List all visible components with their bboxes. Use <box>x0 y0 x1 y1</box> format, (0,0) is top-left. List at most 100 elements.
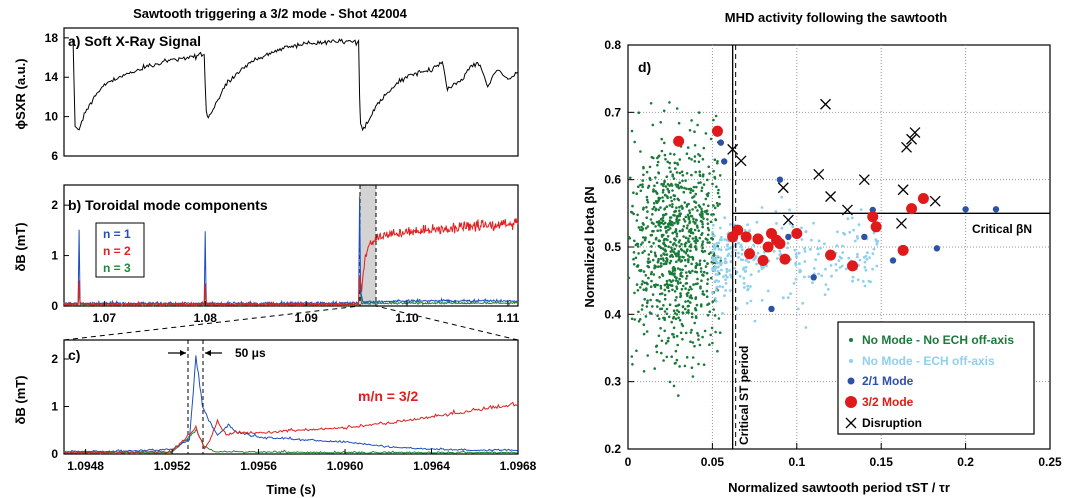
point-no-mode-no-ech <box>694 315 698 318</box>
point-no-mode-no-ech <box>664 342 668 345</box>
point-no-mode-ech <box>714 299 718 303</box>
panel-b-ytick-label: 0 <box>51 299 58 313</box>
panel-c-ytick-label: 2 <box>51 352 58 366</box>
panel-d: d) Critical ST period Critical βN No Mod… <box>582 38 1062 495</box>
point-no-mode-no-ech <box>714 330 717 334</box>
point-no-mode-ech <box>774 210 778 213</box>
point-no-mode-ech <box>749 273 753 277</box>
point-no-mode-no-ech <box>667 228 670 232</box>
point-no-mode-no-ech <box>687 309 690 312</box>
point-disruption <box>929 195 941 207</box>
point-no-mode-no-ech <box>665 262 668 266</box>
point-no-mode-no-ech <box>710 326 714 330</box>
point-no-mode-no-ech <box>706 233 710 237</box>
point-no-mode-no-ech <box>700 189 703 193</box>
point-no-mode-ech <box>826 288 830 291</box>
point-disruption <box>735 155 747 167</box>
point-no-mode-no-ech <box>677 310 681 314</box>
point-no-mode-no-ech <box>641 241 644 244</box>
point-no-mode-no-ech <box>675 215 679 218</box>
point-no-mode-no-ech <box>635 219 639 222</box>
point-no-mode-no-ech <box>695 238 698 242</box>
point-no-mode-ech <box>716 273 720 276</box>
point-no-mode-no-ech <box>674 317 678 321</box>
point-no-mode-no-ech <box>699 270 703 273</box>
point-no-mode-no-ech <box>675 296 678 299</box>
point-no-mode-no-ech <box>675 358 679 362</box>
point-no-mode-no-ech <box>686 299 690 303</box>
point-no-mode-no-ech <box>674 279 678 282</box>
point-no-mode-no-ech <box>678 318 682 322</box>
point-no-mode-no-ech <box>668 161 672 165</box>
point-no-mode-no-ech <box>660 137 663 141</box>
point-no-mode-no-ech <box>677 394 680 397</box>
point-no-mode-ech <box>875 264 879 268</box>
point-no-mode-no-ech <box>664 157 667 161</box>
point-no-mode-no-ech <box>693 321 696 325</box>
point-disruption <box>813 168 825 180</box>
point-no-mode-no-ech <box>699 219 703 223</box>
point-no-mode-no-ech <box>646 282 649 286</box>
point-no-mode-no-ech <box>687 311 690 314</box>
legend-marker-32 <box>845 396 857 408</box>
point-no-mode-ech <box>863 260 867 264</box>
point-no-mode-no-ech <box>706 282 709 286</box>
point-no-mode-no-ech <box>691 258 695 261</box>
point-no-mode-no-ech <box>663 329 666 333</box>
point-no-mode-no-ech <box>685 203 689 206</box>
panel-b: b) Toroidal mode components n = 1 n = 2 … <box>13 184 520 325</box>
point-no-mode-ech <box>749 285 752 288</box>
point-no-mode-no-ech <box>668 166 671 170</box>
point-32-mode <box>897 244 909 256</box>
point-no-mode-ech <box>742 282 746 285</box>
panel-c-xtick-label: 1.0964 <box>413 459 450 473</box>
point-no-mode-ech <box>776 257 779 260</box>
point-no-mode-no-ech <box>684 179 687 182</box>
panel-b-ylabel: δB (mT) <box>13 222 28 271</box>
point-no-mode-ech <box>861 280 865 283</box>
point-no-mode-no-ech <box>662 222 665 226</box>
point-no-mode-no-ech <box>657 198 661 202</box>
panel-d-xtick-label: 0 <box>625 455 632 469</box>
point-no-mode-no-ech <box>686 258 690 261</box>
point-no-mode-no-ech <box>651 293 655 296</box>
point-no-mode-no-ech <box>698 154 702 158</box>
left-figure-title: Sawtooth triggering a 3/2 mode - Shot 42… <box>133 6 408 21</box>
point-no-mode-no-ech <box>700 210 704 213</box>
point-no-mode-no-ech <box>643 238 647 242</box>
point-no-mode-no-ech <box>673 221 676 225</box>
point-no-mode-no-ech <box>654 253 657 257</box>
point-no-mode-ech <box>755 220 759 224</box>
point-no-mode-no-ech <box>682 235 685 238</box>
point-disruption <box>727 143 739 155</box>
point-21-mode <box>933 245 941 252</box>
point-no-mode-no-ech <box>644 274 648 277</box>
legend-n3: n = 3 <box>103 261 131 275</box>
point-no-mode-no-ech <box>654 283 658 287</box>
point-no-mode-no-ech <box>665 231 668 234</box>
point-no-mode-no-ech <box>695 303 699 307</box>
point-no-mode-no-ech <box>703 210 706 213</box>
point-no-mode-no-ech <box>670 284 673 287</box>
point-no-mode-ech <box>720 235 723 239</box>
legend-marker-disruption <box>845 417 857 429</box>
point-no-mode-no-ech <box>716 161 719 165</box>
point-no-mode-no-ech <box>641 179 644 182</box>
point-no-mode-no-ech <box>645 305 649 308</box>
panel-d-ytick-label: 0.8 <box>604 38 621 52</box>
point-no-mode-no-ech <box>672 335 676 339</box>
point-no-mode-no-ech <box>681 174 685 177</box>
point-no-mode-no-ech <box>646 186 650 189</box>
point-no-mode-no-ech <box>696 331 699 335</box>
panel-d-legend: No Mode - No ECH off-axis No Mode - ECH … <box>837 321 1035 435</box>
point-no-mode-no-ech <box>669 170 672 173</box>
point-no-mode-no-ech <box>661 257 665 260</box>
point-no-mode-no-ech <box>685 271 688 274</box>
point-no-mode-no-ech <box>672 177 676 180</box>
point-no-mode-no-ech <box>674 228 678 231</box>
panel-c: c) 50 μs m/n = 3/2 0 1 2 1.0948 1.0952 1.095… <box>13 339 537 497</box>
point-no-mode-no-ech <box>687 304 690 308</box>
panel-b-ytick-label: 1 <box>51 249 58 263</box>
point-no-mode-no-ech <box>632 191 635 194</box>
point-no-mode-no-ech <box>630 129 634 133</box>
